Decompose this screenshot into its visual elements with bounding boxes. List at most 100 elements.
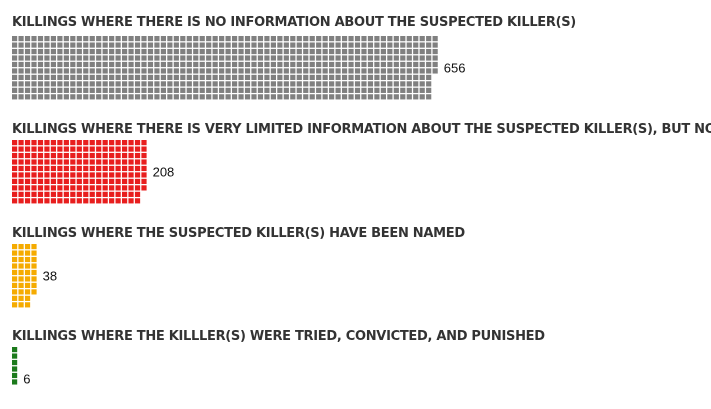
waffle-square [406,42,412,48]
waffle-square [206,55,212,61]
waffle-square [283,42,289,48]
waffle-square [167,48,173,55]
waffle-square [83,81,89,87]
waffle-square [341,87,348,93]
waffle-square [70,198,76,204]
waffle-square [367,42,374,48]
waffle-square [348,42,354,48]
waffle-square [367,55,374,61]
waffle-square [31,276,37,282]
waffle-square [128,165,134,172]
waffle-square [76,152,82,159]
waffle-square [83,68,89,74]
waffle-square [393,36,399,42]
waffle-square [426,42,432,48]
waffle-square [141,165,147,172]
waffle-square [167,36,173,42]
waffle-square [121,185,128,191]
waffle-square [57,61,63,68]
waffle-square [70,87,76,93]
waffle-square [426,61,432,68]
waffle-square [393,74,399,81]
waffle-square [50,36,57,42]
waffle-square [31,269,37,276]
category-label: KILLINGS WHERE THE SUSPECTED KILLER(S) H… [12,226,465,241]
waffle-square [419,42,425,48]
waffle-square [102,68,108,74]
waffle-square [70,81,76,87]
waffle-square [244,36,251,42]
waffle-square [173,48,179,55]
waffle-square [121,42,128,48]
waffle-square [199,94,205,100]
waffle-square [231,81,238,87]
waffle-square [167,68,173,74]
waffle-square [348,55,354,61]
waffle-square [400,48,406,55]
waffle-square [89,191,95,197]
waffle-square [186,61,192,68]
waffle-square [199,61,205,68]
waffle-square [12,366,18,372]
waffle-square [206,48,212,55]
waffle-square [83,94,89,100]
waffle-square [102,165,108,172]
waffle-square [231,94,238,100]
waffle-square [225,36,231,42]
waffle-square [89,159,95,165]
waffle-square [128,146,134,152]
waffle-square [426,81,432,87]
waffle-square [31,178,37,185]
waffle-square [238,61,244,68]
waffle-square [76,48,82,55]
waffle-square [121,87,128,93]
waffle-square [225,55,231,61]
waffle-square [367,87,374,93]
waffle-square [50,42,57,48]
waffle-square [141,48,147,55]
waffle-square [238,94,244,100]
waffle-square [70,152,76,159]
waffle-square [70,191,76,197]
waffle-square [393,68,399,74]
waffle-square [83,48,89,55]
waffle-square [70,74,76,81]
waffle-square [89,68,95,74]
waffle-square [244,48,251,55]
waffle-square [199,55,205,61]
waffle-square [37,172,44,178]
waffle-square [24,42,31,48]
waffle-square [83,87,89,93]
waffle-square [316,87,322,93]
waffle-square [393,42,399,48]
waffle-square [31,172,37,178]
waffle-square [18,81,24,87]
waffle-square [160,36,167,42]
waffle-square [173,74,179,81]
waffle-square [63,55,69,61]
waffle-square [37,68,44,74]
waffle-square [303,74,309,81]
waffle-square [89,61,95,68]
waffle-square [24,263,31,269]
waffle-square [374,94,380,100]
waffle-square [128,191,134,197]
waffle-square [37,61,44,68]
waffle-square [18,140,24,146]
waffle-square [83,152,89,159]
waffle-square [50,159,57,165]
waffle-square [219,74,225,81]
waffle-square [419,81,425,87]
waffle-square [167,87,173,93]
waffle-square [406,74,412,81]
waffle-square [134,94,141,100]
waffle-square [406,55,412,61]
waffle-square [109,178,115,185]
waffle-square [238,55,244,61]
waffle-square [309,36,315,42]
waffle-square [63,159,69,165]
waffle-square [419,48,425,55]
waffle-square [31,55,37,61]
waffle-square [316,42,322,48]
waffle-square [257,36,264,42]
